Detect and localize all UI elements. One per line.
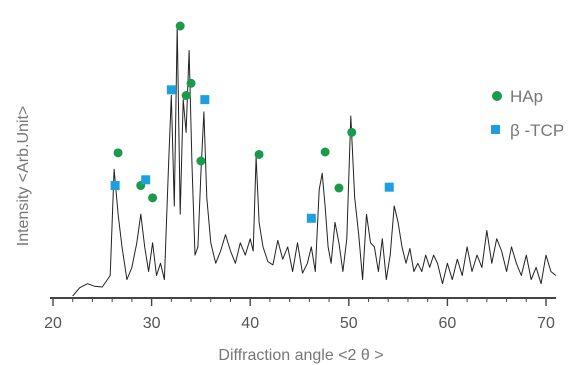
legend-tcp-marker: [491, 125, 500, 134]
legend: HAp β -TCP: [491, 87, 564, 140]
tcp-peak-marker-1: [141, 175, 151, 185]
series-line-0: [72, 25, 557, 297]
tcp-peak-marker-3: [200, 95, 210, 105]
peak-markers: [110, 21, 394, 223]
x-tick-label-70: 70: [537, 315, 555, 332]
hap-peak-marker-5: [186, 78, 196, 88]
hap-peak-marker-7: [254, 149, 264, 159]
x-tick-label-50: 50: [340, 315, 358, 332]
y-axis-title: Intensity <Arb.Unit>: [15, 106, 32, 247]
hap-peak-marker-6: [196, 156, 206, 166]
legend-hap-label: HAp: [510, 87, 543, 106]
legend-tcp-label: β -TCP: [510, 121, 564, 140]
tcp-peak-marker-2: [166, 85, 176, 95]
tcp-peak-marker-4: [306, 213, 316, 223]
tcp-peak-marker-0: [110, 181, 120, 191]
tcp-peak-marker-5: [384, 182, 394, 192]
x-tick-label-30: 30: [143, 315, 161, 332]
hap-peak-marker-4: [181, 91, 191, 101]
x-tick-label-60: 60: [439, 315, 457, 332]
xrd-pattern-series: [72, 25, 557, 297]
hap-peak-marker-8: [320, 147, 330, 157]
x-axis-title: Diffraction angle <2 θ >: [218, 347, 383, 364]
hap-peak-marker-10: [347, 127, 357, 137]
legend-hap-marker: [492, 91, 502, 101]
hap-peak-marker-3: [175, 21, 185, 31]
hap-peak-marker-2: [148, 193, 158, 203]
hap-peak-marker-9: [334, 183, 344, 193]
hap-peak-marker-0: [113, 148, 123, 158]
x-tick-label-20: 20: [44, 315, 62, 332]
x-tick-label-40: 40: [241, 315, 259, 332]
x-axis-ticks: 20 30 40 50 60 70: [44, 298, 555, 332]
